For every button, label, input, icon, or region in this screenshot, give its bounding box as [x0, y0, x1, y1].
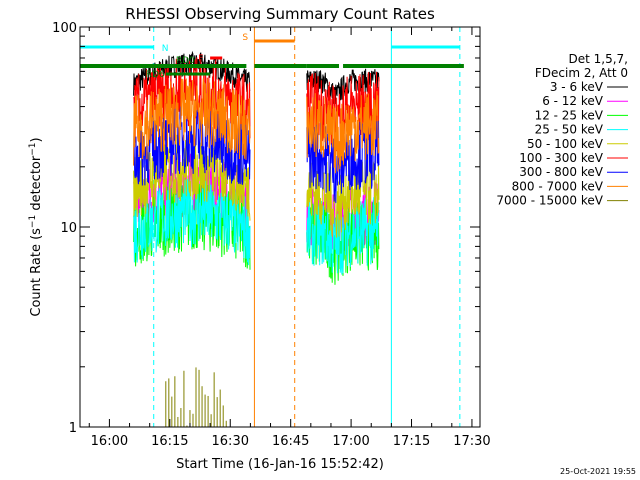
y-axis-label-sup1: −1 — [28, 215, 38, 228]
y-axis-label-sup2: −1 — [28, 142, 38, 155]
annotation-label-f: F — [198, 54, 203, 64]
y-tick-label: 1 — [69, 421, 77, 436]
series-25-50kev-seg0 — [133, 177, 251, 266]
series-7000-15000-kev — [165, 367, 227, 427]
annotation-label-n: N — [162, 44, 169, 54]
x-tick-label: 17:00 — [332, 434, 369, 449]
y-axis-label-end: ) — [29, 137, 44, 142]
y-axis: 1 10 100 — [52, 21, 480, 436]
series-25-50kev-seg1 — [306, 196, 380, 275]
legend-entry-label: 25 - 50 keV — [535, 123, 604, 137]
x-tick-label: 16:00 — [91, 434, 128, 449]
legend-header-line1: Det 1,5,7, — [569, 52, 629, 66]
legend-header-line2: FDecim 2, Att 0 — [535, 66, 628, 80]
legend-entry-label: 300 - 800 keV — [519, 165, 603, 179]
x-tick-label: 16:15 — [151, 434, 188, 449]
annotation-label-rd0: RD0 — [176, 56, 195, 66]
series-layer — [133, 50, 380, 427]
x-tick-label: 17:30 — [453, 434, 490, 449]
y-tick-label: 100 — [52, 21, 77, 36]
legend-entry-label: 7000 - 15000 keV — [496, 194, 603, 208]
x-axis-label: Start Time (16-Jan-16 15:52:42) — [176, 457, 384, 472]
y-tick-label: 10 — [60, 221, 77, 236]
legend-entry-label: 6 - 12 keV — [542, 94, 604, 108]
legend-entry-label: 50 - 100 keV — [527, 137, 604, 151]
y-axis-label: Count Rate (s−1 detector−1) — [28, 137, 44, 316]
legend-entry-label: 12 - 25 keV — [535, 108, 604, 122]
x-tick-label: 17:15 — [393, 434, 430, 449]
annotation-label-rd6: RD6 — [146, 70, 165, 80]
x-tick-label: 16:45 — [272, 434, 309, 449]
chart-title: RHESSI Observing Summary Count Rates — [125, 5, 435, 23]
y-axis-label-mid: detector — [29, 155, 44, 215]
timestamp: 25-Oct-2021 19:55 — [560, 467, 636, 476]
x-axis: 16:00 16:15 16:30 16:45 17:00 17:15 17:30 — [88, 27, 491, 449]
legend-entry-label: 3 - 6 keV — [550, 80, 604, 94]
series-800-7000kev-seg0 — [133, 78, 251, 166]
series-800-7000kev-seg1 — [306, 90, 380, 174]
x-tick-label: 16:30 — [212, 434, 249, 449]
legend-entry-label: 100 - 300 keV — [519, 151, 603, 165]
legend-entry-label: 800 - 7000 keV — [512, 179, 604, 193]
y-axis-label-main: Count Rate (s — [29, 228, 44, 317]
annotation-label-s: S — [242, 33, 248, 43]
series-3-6kev-seg1 — [306, 68, 380, 105]
series-300-800kev-seg0 — [133, 106, 251, 186]
